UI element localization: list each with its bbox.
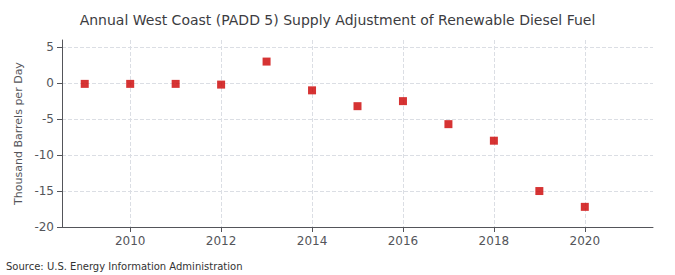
svg-text:2020: 2020 <box>570 234 601 248</box>
svg-text:-10: -10 <box>34 148 54 162</box>
svg-text:Source: U.S. Energy Informatio: Source: U.S. Energy Information Administ… <box>6 261 243 272</box>
svg-text:2010: 2010 <box>115 234 146 248</box>
svg-text:-20: -20 <box>34 220 54 234</box>
svg-text:Annual West Coast (PADD 5) Sup: Annual West Coast (PADD 5) Supply Adjust… <box>80 12 596 28</box>
svg-text:2014: 2014 <box>297 234 328 248</box>
svg-text:2016: 2016 <box>388 234 419 248</box>
svg-text:5: 5 <box>46 40 54 54</box>
svg-text:2012: 2012 <box>206 234 237 248</box>
svg-text:-5: -5 <box>42 112 54 126</box>
svg-text:0: 0 <box>46 76 54 90</box>
svg-text:2018: 2018 <box>479 234 510 248</box>
svg-text:Thousand Barrels per Day: Thousand Barrels per Day <box>12 62 25 206</box>
svg-text:-15: -15 <box>34 184 54 198</box>
